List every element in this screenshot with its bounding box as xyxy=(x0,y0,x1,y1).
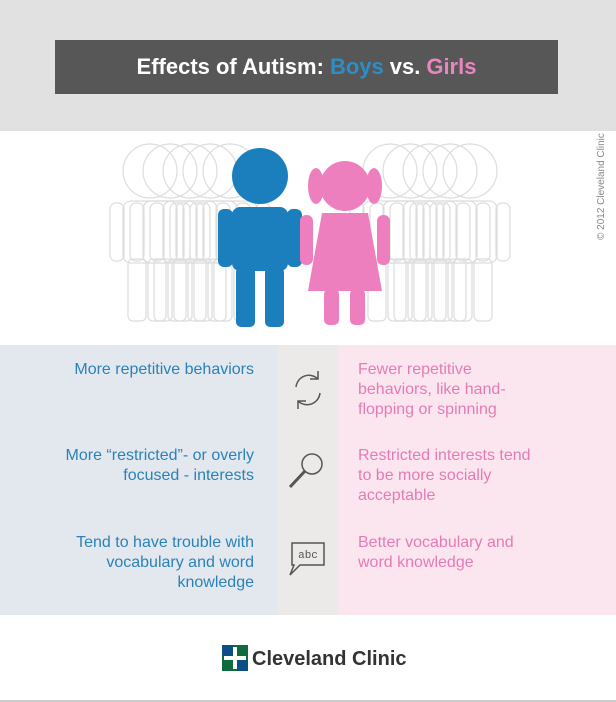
speech-icon xyxy=(289,542,325,576)
title-box: Effects of Autism: Boys vs. Girls xyxy=(55,40,558,94)
boys-panel xyxy=(0,345,278,615)
title-vs: vs. xyxy=(389,54,421,79)
brand: Cleveland Clinic xyxy=(252,648,407,670)
repeat-icon xyxy=(295,371,319,388)
boys-text: Tend to have trouble with vocabulary and… xyxy=(76,534,254,591)
footer xyxy=(0,615,616,702)
copyright: © 2012 Cleveland Clinic xyxy=(596,133,607,240)
logo xyxy=(222,645,248,671)
icon-text: abc xyxy=(298,550,318,562)
boys-text: More repetitive behaviors xyxy=(74,361,254,378)
title: Effects of Autism: xyxy=(136,54,324,79)
girls-text: Better vocabulary and word knowledge xyxy=(358,534,514,571)
girls-text: Fewer repetitive behaviors, like hand-fl… xyxy=(358,361,506,418)
girls-panel xyxy=(338,345,616,615)
illustration xyxy=(109,143,511,327)
boys-text: More “restricted”- or overly focused - i… xyxy=(65,447,254,484)
icon-panel xyxy=(278,345,338,615)
title-boys: Boys xyxy=(329,54,384,79)
girl xyxy=(300,161,390,325)
icons: abc xyxy=(288,371,325,576)
boy xyxy=(218,148,302,327)
title-girls: Girls xyxy=(426,54,477,79)
girls-text: Restricted interests tend to be more soc… xyxy=(358,447,531,504)
magnifier-icon xyxy=(301,453,323,475)
